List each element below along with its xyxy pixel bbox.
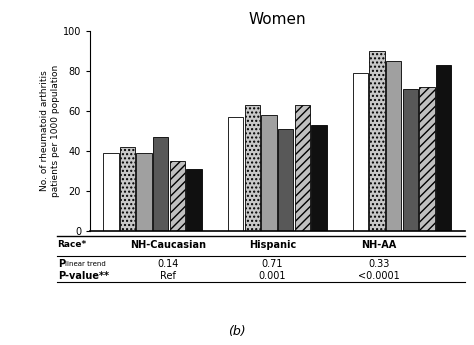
- Bar: [261, 115, 277, 231]
- Text: NH-AA: NH-AA: [362, 240, 397, 250]
- Bar: [186, 169, 202, 231]
- Y-axis label: No. of rheumatoid arthritis
patients per 1000 population: No. of rheumatoid arthritis patients per…: [40, 65, 60, 197]
- Bar: [245, 105, 260, 231]
- Bar: [419, 87, 435, 231]
- Text: Ref: Ref: [160, 271, 176, 281]
- Text: Hispanic: Hispanic: [249, 240, 296, 250]
- Text: NH-Caucasian: NH-Caucasian: [130, 240, 206, 250]
- Title: Women: Women: [248, 12, 306, 27]
- Bar: [278, 129, 293, 231]
- Bar: [137, 153, 152, 231]
- Text: <0.0001: <0.0001: [358, 271, 400, 281]
- Bar: [370, 51, 385, 231]
- Text: P-value**: P-value**: [58, 271, 109, 281]
- Text: 0.33: 0.33: [368, 259, 390, 269]
- Text: Race*: Race*: [57, 240, 86, 249]
- Bar: [436, 65, 451, 231]
- Bar: [295, 105, 310, 231]
- Text: P: P: [58, 259, 65, 269]
- Text: 0.14: 0.14: [157, 259, 179, 269]
- Bar: [353, 73, 368, 231]
- Text: 0.001: 0.001: [259, 271, 286, 281]
- Bar: [228, 117, 243, 231]
- Bar: [103, 153, 118, 231]
- Bar: [386, 61, 401, 231]
- Bar: [153, 137, 168, 231]
- Bar: [170, 161, 185, 231]
- Text: (b): (b): [228, 325, 246, 338]
- Text: linear trend: linear trend: [65, 261, 106, 267]
- Bar: [120, 147, 135, 231]
- Text: 0.71: 0.71: [262, 259, 283, 269]
- Bar: [403, 89, 418, 231]
- Bar: [311, 125, 327, 231]
